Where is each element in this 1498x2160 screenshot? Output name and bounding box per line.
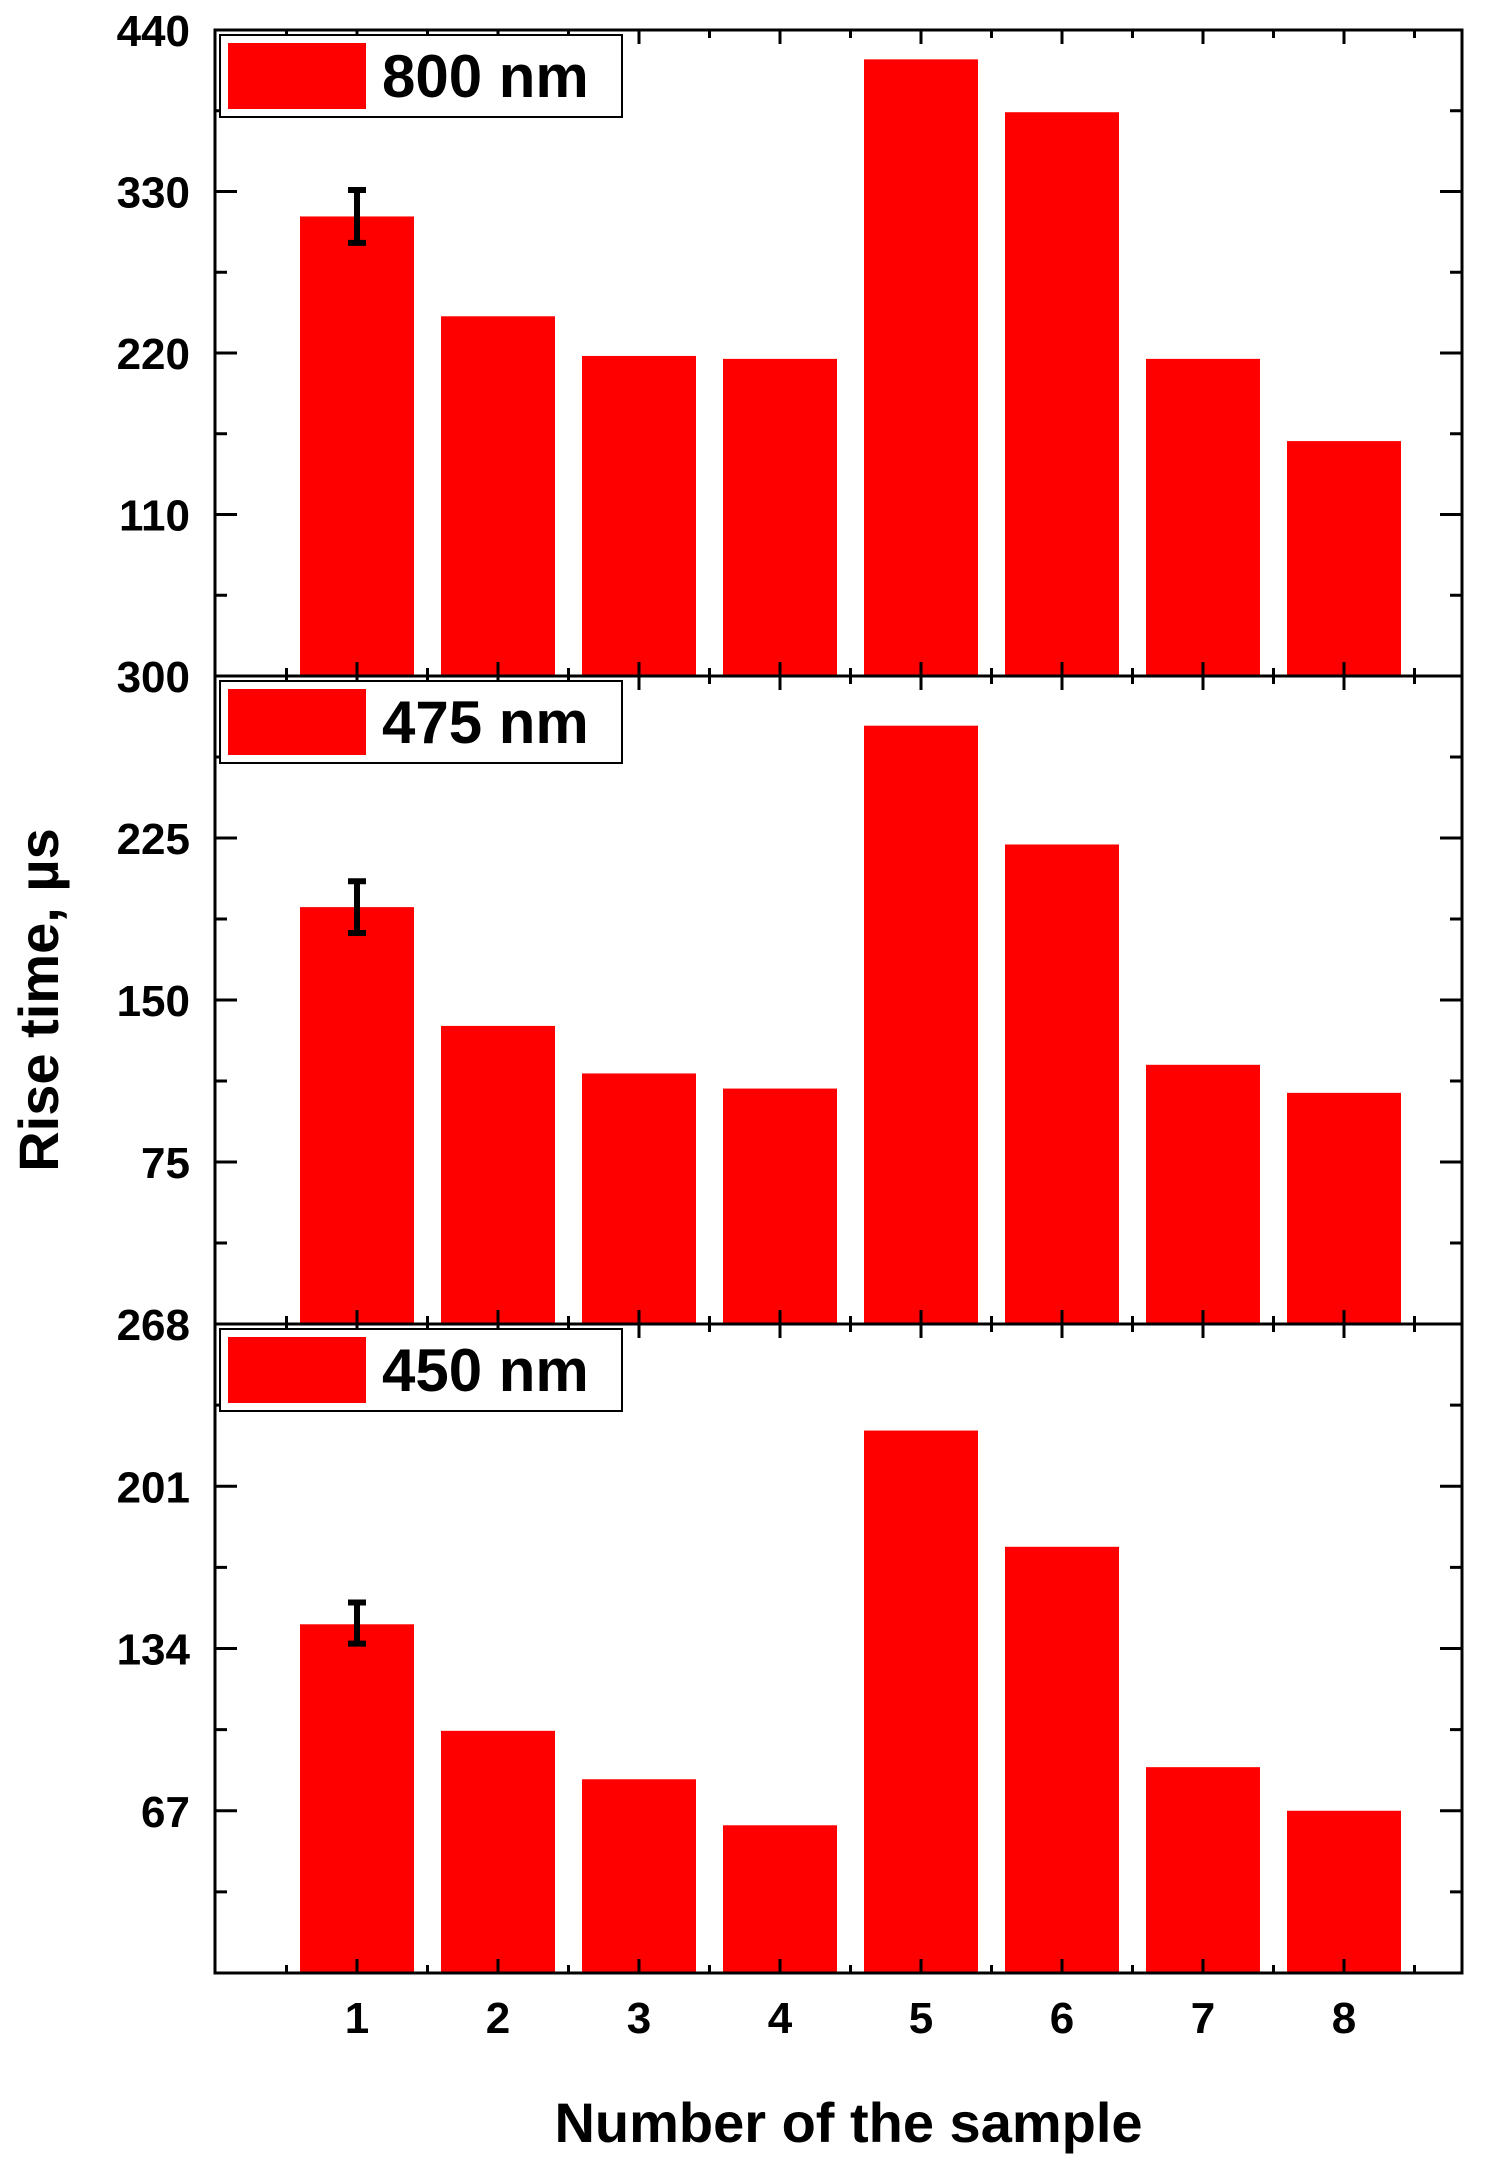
- x-tick-label: 1: [345, 1994, 369, 2043]
- bar-p2-sample-6: [1005, 844, 1119, 1324]
- bar-p2-sample-5: [864, 725, 978, 1324]
- bar-p3-sample-4: [723, 1825, 837, 1973]
- bar-p1-sample-1: [300, 216, 414, 676]
- bar-p1-sample-8: [1287, 441, 1401, 676]
- y-tick-label-p1: 330: [117, 169, 190, 218]
- y-tick-label-p1: 220: [117, 330, 190, 379]
- x-tick-label: 7: [1191, 1994, 1215, 2043]
- bar-p2-sample-4: [723, 1088, 837, 1324]
- legend-label-p2: 475 nm: [382, 689, 589, 756]
- x-tick-label: 2: [486, 1994, 510, 2043]
- x-tick-label: 4: [768, 1994, 793, 2043]
- bar-p3-sample-8: [1287, 1810, 1401, 1973]
- bar-p3-sample-7: [1146, 1767, 1260, 1973]
- legend-label-p3: 450 nm: [382, 1337, 589, 1404]
- bar-p3-sample-5: [864, 1430, 978, 1973]
- bar-p2-sample-7: [1146, 1064, 1260, 1324]
- bar-p2-sample-8: [1287, 1092, 1401, 1324]
- bar-p1-sample-7: [1146, 358, 1260, 676]
- bar-p2-sample-1: [300, 907, 414, 1324]
- bar-p1-sample-2: [441, 316, 555, 676]
- bar-p3-sample-1: [300, 1624, 414, 1973]
- y-tick-label-p3: 201: [117, 1463, 190, 1512]
- bar-p3-sample-3: [582, 1779, 696, 1973]
- bar-p1-sample-3: [582, 355, 696, 676]
- x-tick-label: 3: [627, 1994, 651, 2043]
- x-axis-title: Number of the sample: [554, 2091, 1142, 2154]
- legend-swatch-p3: [228, 1337, 366, 1403]
- y-tick-label-p1: 440: [117, 7, 190, 56]
- x-tick-label: 5: [909, 1994, 933, 2043]
- bar-p1-sample-4: [723, 358, 837, 676]
- bar-p1-sample-5: [864, 59, 978, 676]
- y-boundary-tick-label-p1: 300: [117, 653, 190, 702]
- bar-p2-sample-2: [441, 1025, 555, 1324]
- x-tick-label: 6: [1050, 1994, 1074, 2043]
- y-axis-title: Rise time, µs: [7, 828, 70, 1172]
- bar-p3-sample-6: [1005, 1546, 1119, 1973]
- y-tick-label-p1: 110: [119, 492, 190, 541]
- y-tick-label-p3: 67: [141, 1788, 190, 1837]
- y-tick-label-p3: 134: [117, 1626, 191, 1675]
- y-tick-label-p2: 225: [117, 815, 190, 864]
- legend-label-p1: 800 nm: [382, 43, 589, 110]
- bar-p3-sample-2: [441, 1730, 555, 1973]
- bar-p1-sample-6: [1005, 112, 1119, 676]
- x-tick-label: 8: [1332, 1994, 1356, 2043]
- y-tick-label-p2: 75: [141, 1139, 190, 1188]
- legend-swatch-p2: [228, 689, 366, 755]
- y-boundary-tick-label-p2: 268: [117, 1301, 190, 1350]
- legend-swatch-p1: [228, 43, 366, 109]
- y-tick-label-p2: 150: [117, 977, 190, 1026]
- bar-p2-sample-3: [582, 1073, 696, 1324]
